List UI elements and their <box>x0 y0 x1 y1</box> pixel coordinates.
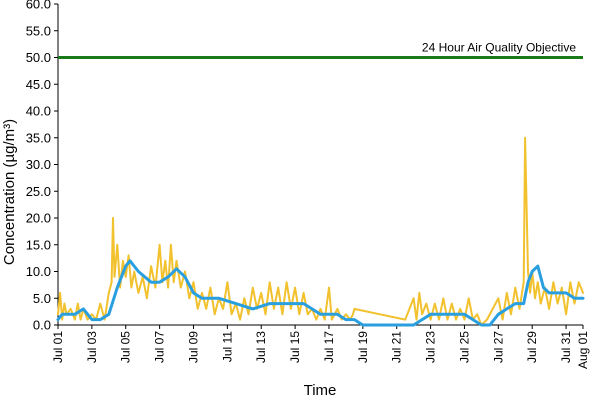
y-tick-label: 0.0 <box>33 318 51 333</box>
y-tick-label: 10.0 <box>26 264 51 279</box>
y-tick-label: 60.0 <box>26 0 51 12</box>
y-tick-label: 25.0 <box>26 184 51 199</box>
x-tick-label: Jul 15 <box>288 331 302 363</box>
x-tick-label: Jul 29 <box>525 331 539 363</box>
x-tick-label: Jul 25 <box>457 331 471 363</box>
x-tick-label: Jul 21 <box>390 331 404 363</box>
y-tick-label: 55.0 <box>26 23 51 38</box>
x-tick-label: Jul 01 <box>51 331 65 363</box>
y-tick-label: 50.0 <box>26 50 51 65</box>
y-tick-label: 30.0 <box>26 157 51 172</box>
x-tick-label: Jul 17 <box>322 331 336 363</box>
y-tick-label: 5.0 <box>33 291 51 306</box>
y-tick-label: 40.0 <box>26 104 51 119</box>
hourly-series-line <box>57 136 584 326</box>
x-tick-label: Jul 09 <box>186 331 200 363</box>
y-tick-label: 20.0 <box>26 211 51 226</box>
x-tick-label: Jul 13 <box>254 331 268 363</box>
y-axis-title: Concentration (µg/m³) <box>1 119 18 265</box>
x-tick-label: Jul 03 <box>85 331 99 363</box>
x-tick-label: Jul 31 <box>559 331 573 363</box>
objective-label: 24 Hour Air Quality Objective <box>422 41 576 55</box>
reference-line-group: 24 Hour Air Quality Objective <box>58 41 583 59</box>
x-tick-label: Jul 05 <box>119 331 133 363</box>
x-tick-label: Jul 11 <box>220 331 234 362</box>
y-tick-label: 45.0 <box>26 77 51 92</box>
x-tick-label: Jul 07 <box>153 331 167 363</box>
y-tick-label: 35.0 <box>26 130 51 145</box>
series-group <box>56 136 585 327</box>
x-tick-label: Aug 01 <box>576 331 590 369</box>
x-tick-label: Jul 23 <box>424 331 438 363</box>
x-axis: Jul 01 Jul 03 Jul 05 Jul 07 Jul 09 Jul 11 Jul … <box>51 324 590 369</box>
y-tick-label: 15.0 <box>26 237 51 252</box>
y-axis: 0.0 5.0 10.0 15.0 20.0 25.0 30.0 35.0 40.0 45.0 50… <box>26 0 59 333</box>
x-axis-title: Time <box>304 382 337 399</box>
x-tick-label: Jul 27 <box>491 331 505 363</box>
x-tick-label: Jul 19 <box>356 331 370 363</box>
rolling-average-series-line <box>56 259 585 327</box>
